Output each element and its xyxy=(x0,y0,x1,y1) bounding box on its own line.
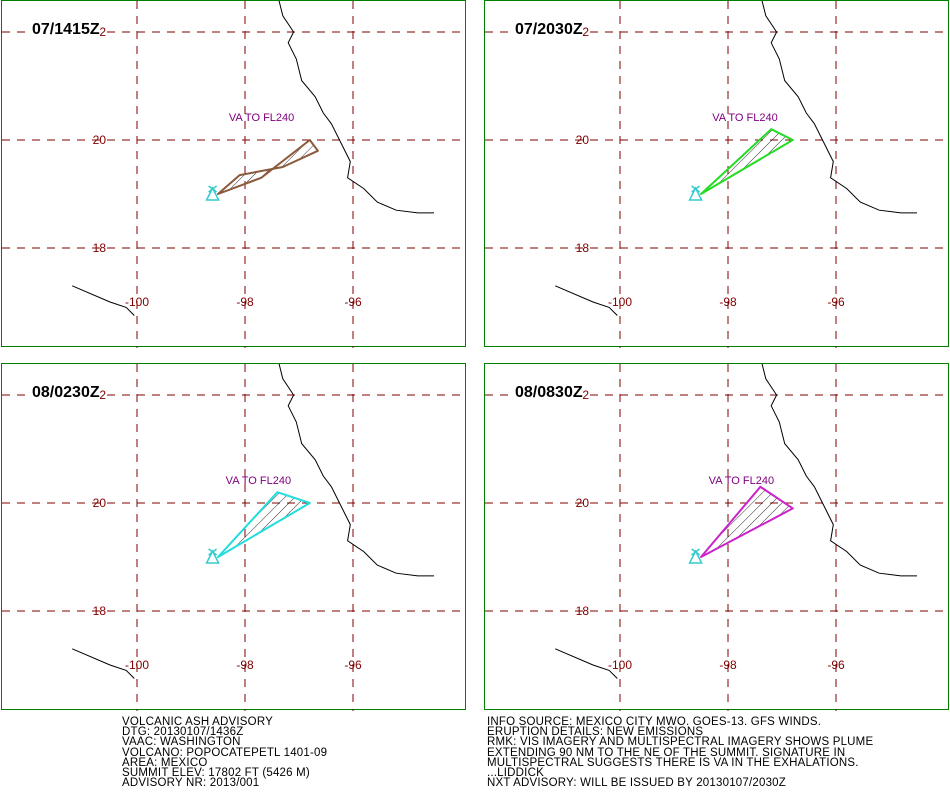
longitude-label: -96 xyxy=(344,658,362,672)
longitude-label: -98 xyxy=(719,658,737,672)
longitude-label: -98 xyxy=(719,295,737,309)
longitude-label: -100 xyxy=(608,658,632,672)
longitude-label: -100 xyxy=(125,658,149,672)
longitude-label: -98 xyxy=(236,658,254,672)
map-4: -100-98-96222018VA TO FL240 xyxy=(485,364,950,711)
latitude-label: 20 xyxy=(93,133,107,147)
map-panel-3: -100-98-96222018VA TO FL240 08/0230Z xyxy=(1,363,467,711)
va-label: VA TO FL240 xyxy=(712,112,777,124)
ash-plume-polygon xyxy=(217,139,319,195)
advisory-author: ...LIDDICK xyxy=(487,767,544,780)
volcano-icon xyxy=(688,185,703,201)
longitude-label: -100 xyxy=(608,295,632,309)
advisory-info-left: VOLCANIC ASH ADVISORY DTG: 20130107/1436… xyxy=(122,716,328,790)
volcano-icon xyxy=(205,548,220,564)
advisory-info-right: INFO SOURCE: MEXICO CITY MWO. GOES-13. G… xyxy=(487,716,874,790)
advisory-remark-1: RMK: VIS IMAGERY AND MULTISPECTRAL IMAGE… xyxy=(487,736,874,749)
advisory-eruption-details: ERUPTION DETAILS: NEW EMISSIONS xyxy=(487,726,704,739)
map-2: -100-98-96222018VA TO FL240 xyxy=(485,1,950,348)
pacific-coastline xyxy=(72,648,135,679)
va-label: VA TO FL240 xyxy=(226,475,291,487)
map-1: -100-98-96222018VA TO FL240 xyxy=(2,1,467,348)
map-3: -100-98-96222018VA TO FL240 xyxy=(2,364,467,711)
longitude-label: -96 xyxy=(827,658,845,672)
va-label: VA TO FL240 xyxy=(229,112,294,124)
ash-plume-polygon xyxy=(700,485,794,558)
pacific-coastline xyxy=(555,648,618,679)
advisory-area: AREA: MEXICO xyxy=(122,756,208,769)
pacific-coastline xyxy=(555,285,618,316)
advisory-vaac: VAAC: WASHINGTON xyxy=(122,736,241,749)
longitude-label: -96 xyxy=(827,295,845,309)
gulf-coastline xyxy=(278,1,434,214)
latitude-label: 20 xyxy=(576,496,590,510)
advisory-number: ADVISORY NR: 2013/001 xyxy=(122,777,260,790)
latitude-label: 18 xyxy=(576,241,590,255)
latitude-label: 18 xyxy=(93,604,107,618)
latitude-label: 18 xyxy=(576,604,590,618)
time-label: 07/2030Z xyxy=(515,21,583,39)
ash-plume-polygon xyxy=(700,128,794,195)
map-panel-1: -100-98-96222018VA TO FL240 07/1415Z xyxy=(1,0,467,348)
advisory-dtg: DTG: 20130107/1436Z xyxy=(122,726,244,739)
gulf-coastline xyxy=(761,364,917,577)
time-label: 08/0830Z xyxy=(515,384,583,402)
ash-plume-polygon xyxy=(217,491,311,558)
advisory-summit-elev: SUMMIT ELEV: 17802 FT (5426 M) xyxy=(122,767,310,780)
volcano-icon xyxy=(688,548,703,564)
advisory-volcano: VOLCANO: POPOCATEPETL 1401-09 xyxy=(122,746,328,759)
gulf-coastline xyxy=(761,1,917,214)
va-label: VA TO FL240 xyxy=(709,475,774,487)
advisory-remark-3: MULTISPECTRAL SUGGESTS THERE IS VA IN TH… xyxy=(487,756,859,769)
latitude-label: 20 xyxy=(93,496,107,510)
gulf-coastline xyxy=(278,364,434,577)
pacific-coastline xyxy=(72,285,135,316)
volcano-icon xyxy=(205,185,220,201)
advisory-info-source: INFO SOURCE: MEXICO CITY MWO. GOES-13. G… xyxy=(487,716,822,728)
latitude-label: 18 xyxy=(93,241,107,255)
longitude-label: -98 xyxy=(236,295,254,309)
map-panel-2: -100-98-96222018VA TO FL240 07/2030Z xyxy=(484,0,950,348)
advisory-next: NXT ADVISORY: WILL BE ISSUED BY 20130107… xyxy=(487,777,786,790)
longitude-label: -96 xyxy=(344,295,362,309)
advisory-title: VOLCANIC ASH ADVISORY xyxy=(122,716,273,728)
time-label: 08/0230Z xyxy=(32,384,100,402)
map-panel-4: -100-98-96222018VA TO FL240 08/0830Z xyxy=(484,363,950,711)
advisory-remark-2: EXTENDING 90 NM TO THE NE OF THE SUMMIT.… xyxy=(487,746,846,759)
latitude-label: 20 xyxy=(576,133,590,147)
longitude-label: -100 xyxy=(125,295,149,309)
time-label: 07/1415Z xyxy=(32,21,100,39)
